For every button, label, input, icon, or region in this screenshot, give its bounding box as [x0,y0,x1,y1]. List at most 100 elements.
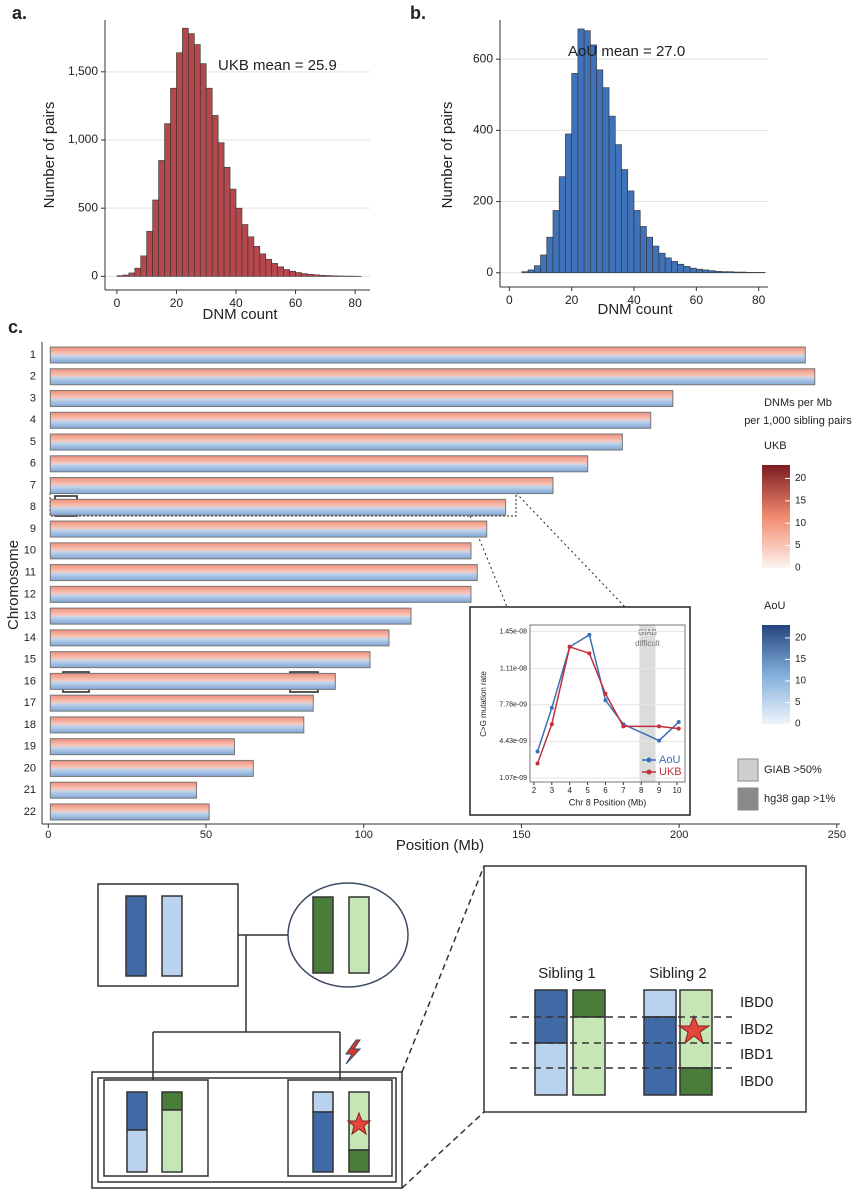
chromosome-label: 21 [24,784,36,796]
x-tick-label: 80 [752,293,766,307]
chromosome-bar [49,672,336,690]
panel-label: b. [410,3,426,23]
chromosome-bar [49,716,305,734]
point [603,698,608,703]
shaded-region [639,625,656,782]
legend-label: AoU [659,754,680,766]
x-tick-label: 60 [289,296,303,310]
bar [696,268,703,274]
bar [188,33,195,277]
bar [527,269,535,274]
x-tick-label: 40 [627,293,641,307]
bar [664,257,672,274]
x-tick-label: 150 [512,829,530,841]
chromosome-label: 22 [24,806,36,818]
x-axis-label: Position (Mb) [396,837,484,854]
bar [205,87,213,277]
bar [558,176,566,274]
chromosome-label: 2 [30,371,36,383]
point [657,738,662,743]
bar [590,44,597,274]
bar [271,263,278,277]
bar [720,271,728,274]
chromosome-label: 14 [24,632,36,644]
chromosome-bar [49,585,472,603]
chromosome-bar [49,629,390,647]
bar [602,87,610,274]
chromosome-bar [49,651,371,669]
legend-label: hg38 gap >1% [764,793,835,805]
bar [546,236,554,274]
bar [247,236,255,277]
bar [235,207,243,277]
legend-swatch [737,787,759,811]
bar [223,166,231,277]
bar [199,63,207,277]
legend-swatch [737,758,759,782]
chromosome-label: 17 [24,697,36,709]
bar [265,259,273,277]
chromosome-label: 6 [30,458,36,470]
y-tick-label: 500 [78,200,98,214]
colorbar-tick-label: 0 [795,719,801,730]
chromosome-bar [49,520,488,538]
chromosome-label: 10 [24,545,36,557]
bar [295,272,302,277]
chromosome-label: 12 [24,588,36,600]
bar [211,115,219,277]
chromosome-bar [49,781,198,799]
x-tick-label: 60 [690,293,704,307]
bar [639,226,647,274]
bar [313,274,320,277]
chromosome-bar [49,433,623,451]
bar [671,261,678,274]
bar [683,266,691,274]
x-tick-label: 7 [621,786,626,795]
x-tick-label: 80 [348,296,362,310]
y-axis-label: Chromosome [5,540,22,630]
legend-label: UKB [659,766,682,778]
annotation: AoU mean = 27.0 [568,43,685,60]
annotation: GIAB [638,628,657,637]
legend-marker [646,769,652,775]
bar [714,271,722,274]
bar [259,253,267,277]
bar [702,269,710,274]
bar [571,73,579,274]
bar [708,270,716,274]
bar [325,275,332,277]
chromosome-bar [49,411,652,429]
bar [621,169,629,274]
bar [283,269,290,277]
x-tick-label: 40 [229,296,243,310]
colorbar [762,465,790,568]
y-tick-label: 1,500 [68,64,98,78]
colorbar-title: AoU [764,600,785,612]
bar [128,272,136,277]
chromosome-bar [49,759,254,777]
point [587,632,592,637]
bar [658,252,666,274]
chromosome-label: 1 [30,349,36,361]
colorbar-tick-label: 20 [795,473,807,484]
bar [229,188,237,277]
ibd-label: IBD2 [740,1021,773,1038]
bar [319,274,326,277]
x-tick-label: 10 [673,786,682,795]
point [535,761,540,766]
bar [565,133,572,274]
x-tick-label: 3 [550,786,555,795]
annotation: difficult [635,639,661,648]
annotation: UKB mean = 25.9 [218,57,337,74]
chromosome-bar [49,498,507,516]
chromosome-bar [49,455,589,473]
ibd-label: IBD0 [740,994,773,1011]
colorbar-title: UKB [764,440,787,452]
chromosome-bar [49,564,478,582]
bar [170,87,177,277]
ibd-label: IBD1 [740,1046,773,1063]
colorbar-tick-label: 0 [795,563,801,574]
chromosome-label: 9 [30,523,36,535]
x-axis-label: DNM count [597,301,673,318]
x-tick-label: 50 [200,829,212,841]
